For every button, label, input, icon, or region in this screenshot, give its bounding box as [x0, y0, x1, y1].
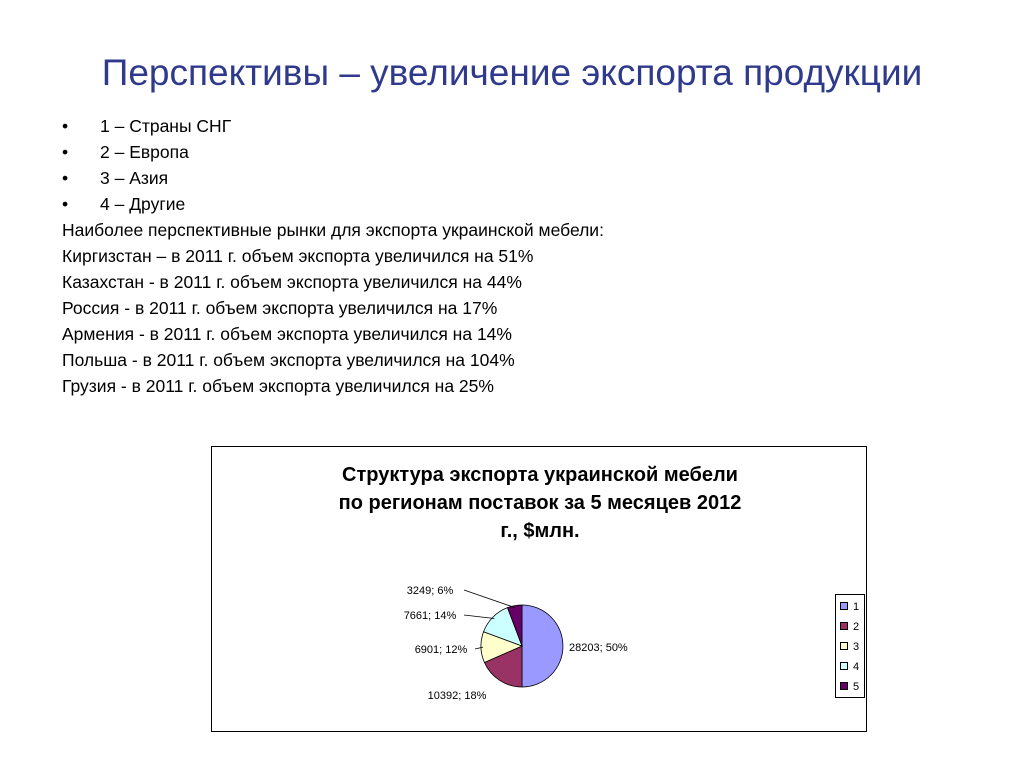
- bullet-dot-icon: •: [62, 142, 69, 162]
- legend-swatch: [840, 642, 848, 650]
- legend-swatch: [840, 662, 848, 670]
- data-label: 28203; 50%: [569, 642, 628, 654]
- bullet-item: • 1 – Страны СНГ: [62, 113, 942, 139]
- chart-legend: 1 2 3 4 5: [835, 594, 865, 698]
- data-label-leader-line: [463, 614, 495, 619]
- legend-label: 4: [853, 661, 860, 673]
- legend-swatch: [840, 682, 848, 690]
- text-line: Армения - в 2011 г. объем экспорта увели…: [62, 324, 512, 344]
- slide-content: • 1 – Страны СНГ • 2 – Европа • 3 – Азия • 4…: [62, 113, 942, 399]
- text-line: Грузия - в 2011 г. объем экспорта увелич…: [62, 376, 494, 396]
- chart-frame: Структура экспорта украинской мебели по …: [211, 446, 867, 732]
- bullet-item: • 2 – Европа: [62, 139, 942, 165]
- text-line: Польша - в 2011 г. объем экспорта увелич…: [62, 350, 515, 370]
- data-label-leader-line: [463, 589, 516, 609]
- legend-swatch: [840, 622, 848, 630]
- chart-title-line: по регионам поставок за 5 месяцев 2012: [338, 492, 742, 514]
- text-line: Киргизстан – в 2011 г. объем экспорта ув…: [62, 246, 534, 266]
- data-label: 3249; 6%: [407, 585, 454, 597]
- chart-title-line: Структура экспорта украинской мебели: [342, 464, 738, 486]
- bullet-text: 2 – Европа: [100, 142, 189, 162]
- legend-swatch: [840, 602, 848, 610]
- chart-title: Структура экспорта украинской мебели по …: [212, 461, 868, 545]
- bullet-dot-icon: •: [62, 168, 69, 188]
- bullet-dot-icon: •: [62, 194, 69, 214]
- text-line: Казахстан - в 2011 г. объем экспорта уве…: [62, 272, 522, 292]
- legend-label: 1: [853, 601, 860, 613]
- legend-label: 3: [853, 641, 860, 653]
- bullet-text: 3 – Азия: [100, 168, 169, 188]
- bullet-item: • 4 – Другие: [62, 191, 942, 217]
- pie-chart: 28203; 50% 10392; 18% 6901; 12% 7661; 14% 32…: [404, 585, 628, 702]
- data-label: 10392; 18%: [428, 690, 487, 702]
- text-line: Наиболее перспективные рынки для экспорт…: [62, 220, 604, 240]
- bullet-item: • 3 – Азия: [62, 165, 942, 191]
- data-label-leader-line: [474, 646, 484, 650]
- text-line: Россия - в 2011 г. объем экспорта увелич…: [62, 298, 498, 318]
- slide-title: Перспективы – увеличение экспорта продук…: [101, 52, 923, 93]
- data-label: 6901; 12%: [415, 644, 468, 656]
- pie-slice-2: [483, 645, 523, 688]
- data-label: 7661; 14%: [404, 610, 457, 622]
- bullet-dot-icon: •: [62, 116, 69, 136]
- chart-title-line: г., $млн.: [500, 520, 580, 542]
- bullet-text: 1 – Страны СНГ: [100, 116, 232, 136]
- legend-label: 2: [853, 621, 860, 633]
- bullet-text: 4 – Другие: [100, 194, 186, 214]
- pie-slice-1: [521, 604, 564, 688]
- legend-label: 5: [853, 681, 860, 693]
- pie-slice-5: [506, 604, 523, 647]
